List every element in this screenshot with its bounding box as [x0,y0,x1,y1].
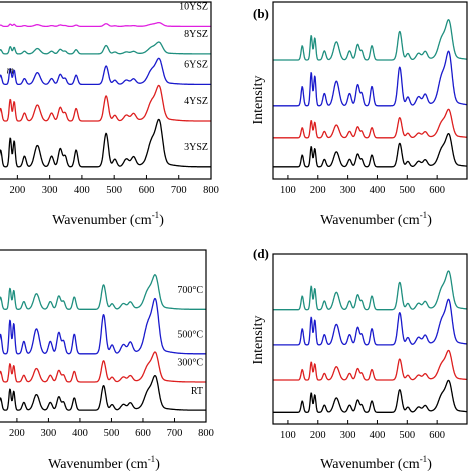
panel-a-xtick-label-4: 600 [139,185,155,196]
panel-b-traces [273,19,467,168]
panel-c-traces [0,274,206,411]
panel-a-trace-0 [0,21,211,28]
panel-d-xtick-label-4: 500 [399,430,415,441]
panel-a-xtick-label-0: 200 [9,185,25,196]
panel-d-ylabel: Intensity [251,316,266,365]
panel-c-series-labels: 700°C 500°C 300°C RT [177,285,203,397]
panel-b-xtick-label-5: 600 [429,185,445,196]
panel-c-ticks: 200 300 400 500 600 700 800 [9,418,214,439]
panel-c-xtick-label-5: 700 [167,428,183,439]
panel-d-trace-2 [273,349,467,381]
panel-c-trace-1 [0,297,206,355]
panel-c-xtick-label-3: 500 [104,428,120,439]
panel-c-series-label-0: 700°C [177,285,203,296]
panel-c-xtick-label-4: 600 [135,428,151,439]
panel-d: 100 200 300 400 500 600 (d) Intensity Wavenum… [251,246,468,472]
panel-d-ticks: 100 200 300 400 500 600 [280,420,445,441]
panel-b-ylabel: Intensity [251,76,266,125]
panel-d-trace-0 [273,270,467,311]
panel-c-series-label-1: 500°C [177,330,203,341]
panel-a-xlabel: Wavenumber (cm-1) [52,210,164,228]
panel-a-trace-3 [0,84,211,122]
panel-d-traces [273,270,467,413]
panel-a-annotation-0: m [7,66,14,77]
panel-d-xtick-label-0: 100 [280,430,296,441]
panel-d-xtick-label-5: 600 [429,430,445,441]
panel-a-traces [0,21,211,168]
panel-c-xtick-label-1: 300 [41,428,57,439]
panel-b-xtick-label-2: 300 [340,185,356,196]
panel-c-trace-3 [0,374,206,411]
panel-b-xtick-label-1: 200 [310,185,326,196]
panel-c-series-label-3: RT [191,386,203,397]
panel-b-ticks: 100 200 300 400 500 600 [280,175,445,196]
panel-b-xtick-label-3: 400 [370,185,386,196]
panel-a-series-label-0: 10YSZ [179,2,208,13]
panel-a-series-label-1: 8YSZ [184,29,208,40]
panel-a-xtick-label-5: 700 [171,185,187,196]
panel-a-frame [0,1,212,180]
panel-c-series-label-2: 300°C [177,358,203,369]
panel-c-xtick-label-6: 800 [198,428,214,439]
panel-a-ticks: 200 300 400 500 600 700 800 [9,175,219,196]
panel-a-series-label-2: 6YSZ [184,60,208,71]
panel-a-xtick-label-3: 500 [106,185,122,196]
panel-d-xtick-label-1: 200 [310,430,326,441]
panel-c-frame [0,249,207,423]
panel-c-trace-2 [0,351,206,383]
panel-d-xtick-label-3: 400 [370,430,386,441]
panel-a-xtick-label-1: 300 [42,185,58,196]
panel-a-series-labels: 10YSZ 8YSZ 6YSZ 4YSZ 3YSZ m [7,2,208,153]
panel-b: 100 200 300 400 500 600 (b) Intensity Wavenum… [251,1,468,228]
panel-a: 10YSZ 8YSZ 6YSZ 4YSZ 3YSZ m 200 300 400 500 600 70… [0,1,219,228]
panel-c-xlabel: Wavenumber (cm-1) [48,454,160,472]
panel-d-frame [272,253,468,425]
panel-b-label: (b) [253,6,269,21]
panel-b-trace-3 [273,132,467,168]
panel-a-trace-4 [0,118,211,168]
panel-b-xtick-label-0: 100 [280,185,296,196]
panel-b-trace-2 [273,108,467,139]
panel-b-trace-0 [273,19,467,61]
panel-d-trace-3 [273,379,467,413]
panel-c-trace-0 [0,274,206,310]
panel-c-xtick-label-0: 200 [9,428,25,439]
panel-b-trace-1 [273,50,467,107]
panel-a-xtick-label-2: 400 [74,185,90,196]
panel-b-frame [272,1,468,180]
panel-c-xtick-label-2: 400 [72,428,88,439]
panel-d-xlabel: Wavenumber (cm-1) [320,454,432,472]
panel-a-trace-1 [0,41,211,55]
panel-a-trace-2 [0,57,211,86]
panel-b-xtick-label-4: 500 [399,185,415,196]
panel-a-series-label-4: 3YSZ [184,142,208,153]
panel-d-xtick-label-2: 300 [340,430,356,441]
panel-d-label: (d) [253,246,269,261]
panel-a-xtick-label-6: 800 [203,185,219,196]
panel-a-series-label-3: 4YSZ [184,96,208,107]
panel-b-xlabel: Wavenumber (cm-1) [320,210,432,228]
panel-d-trace-1 [273,298,467,346]
